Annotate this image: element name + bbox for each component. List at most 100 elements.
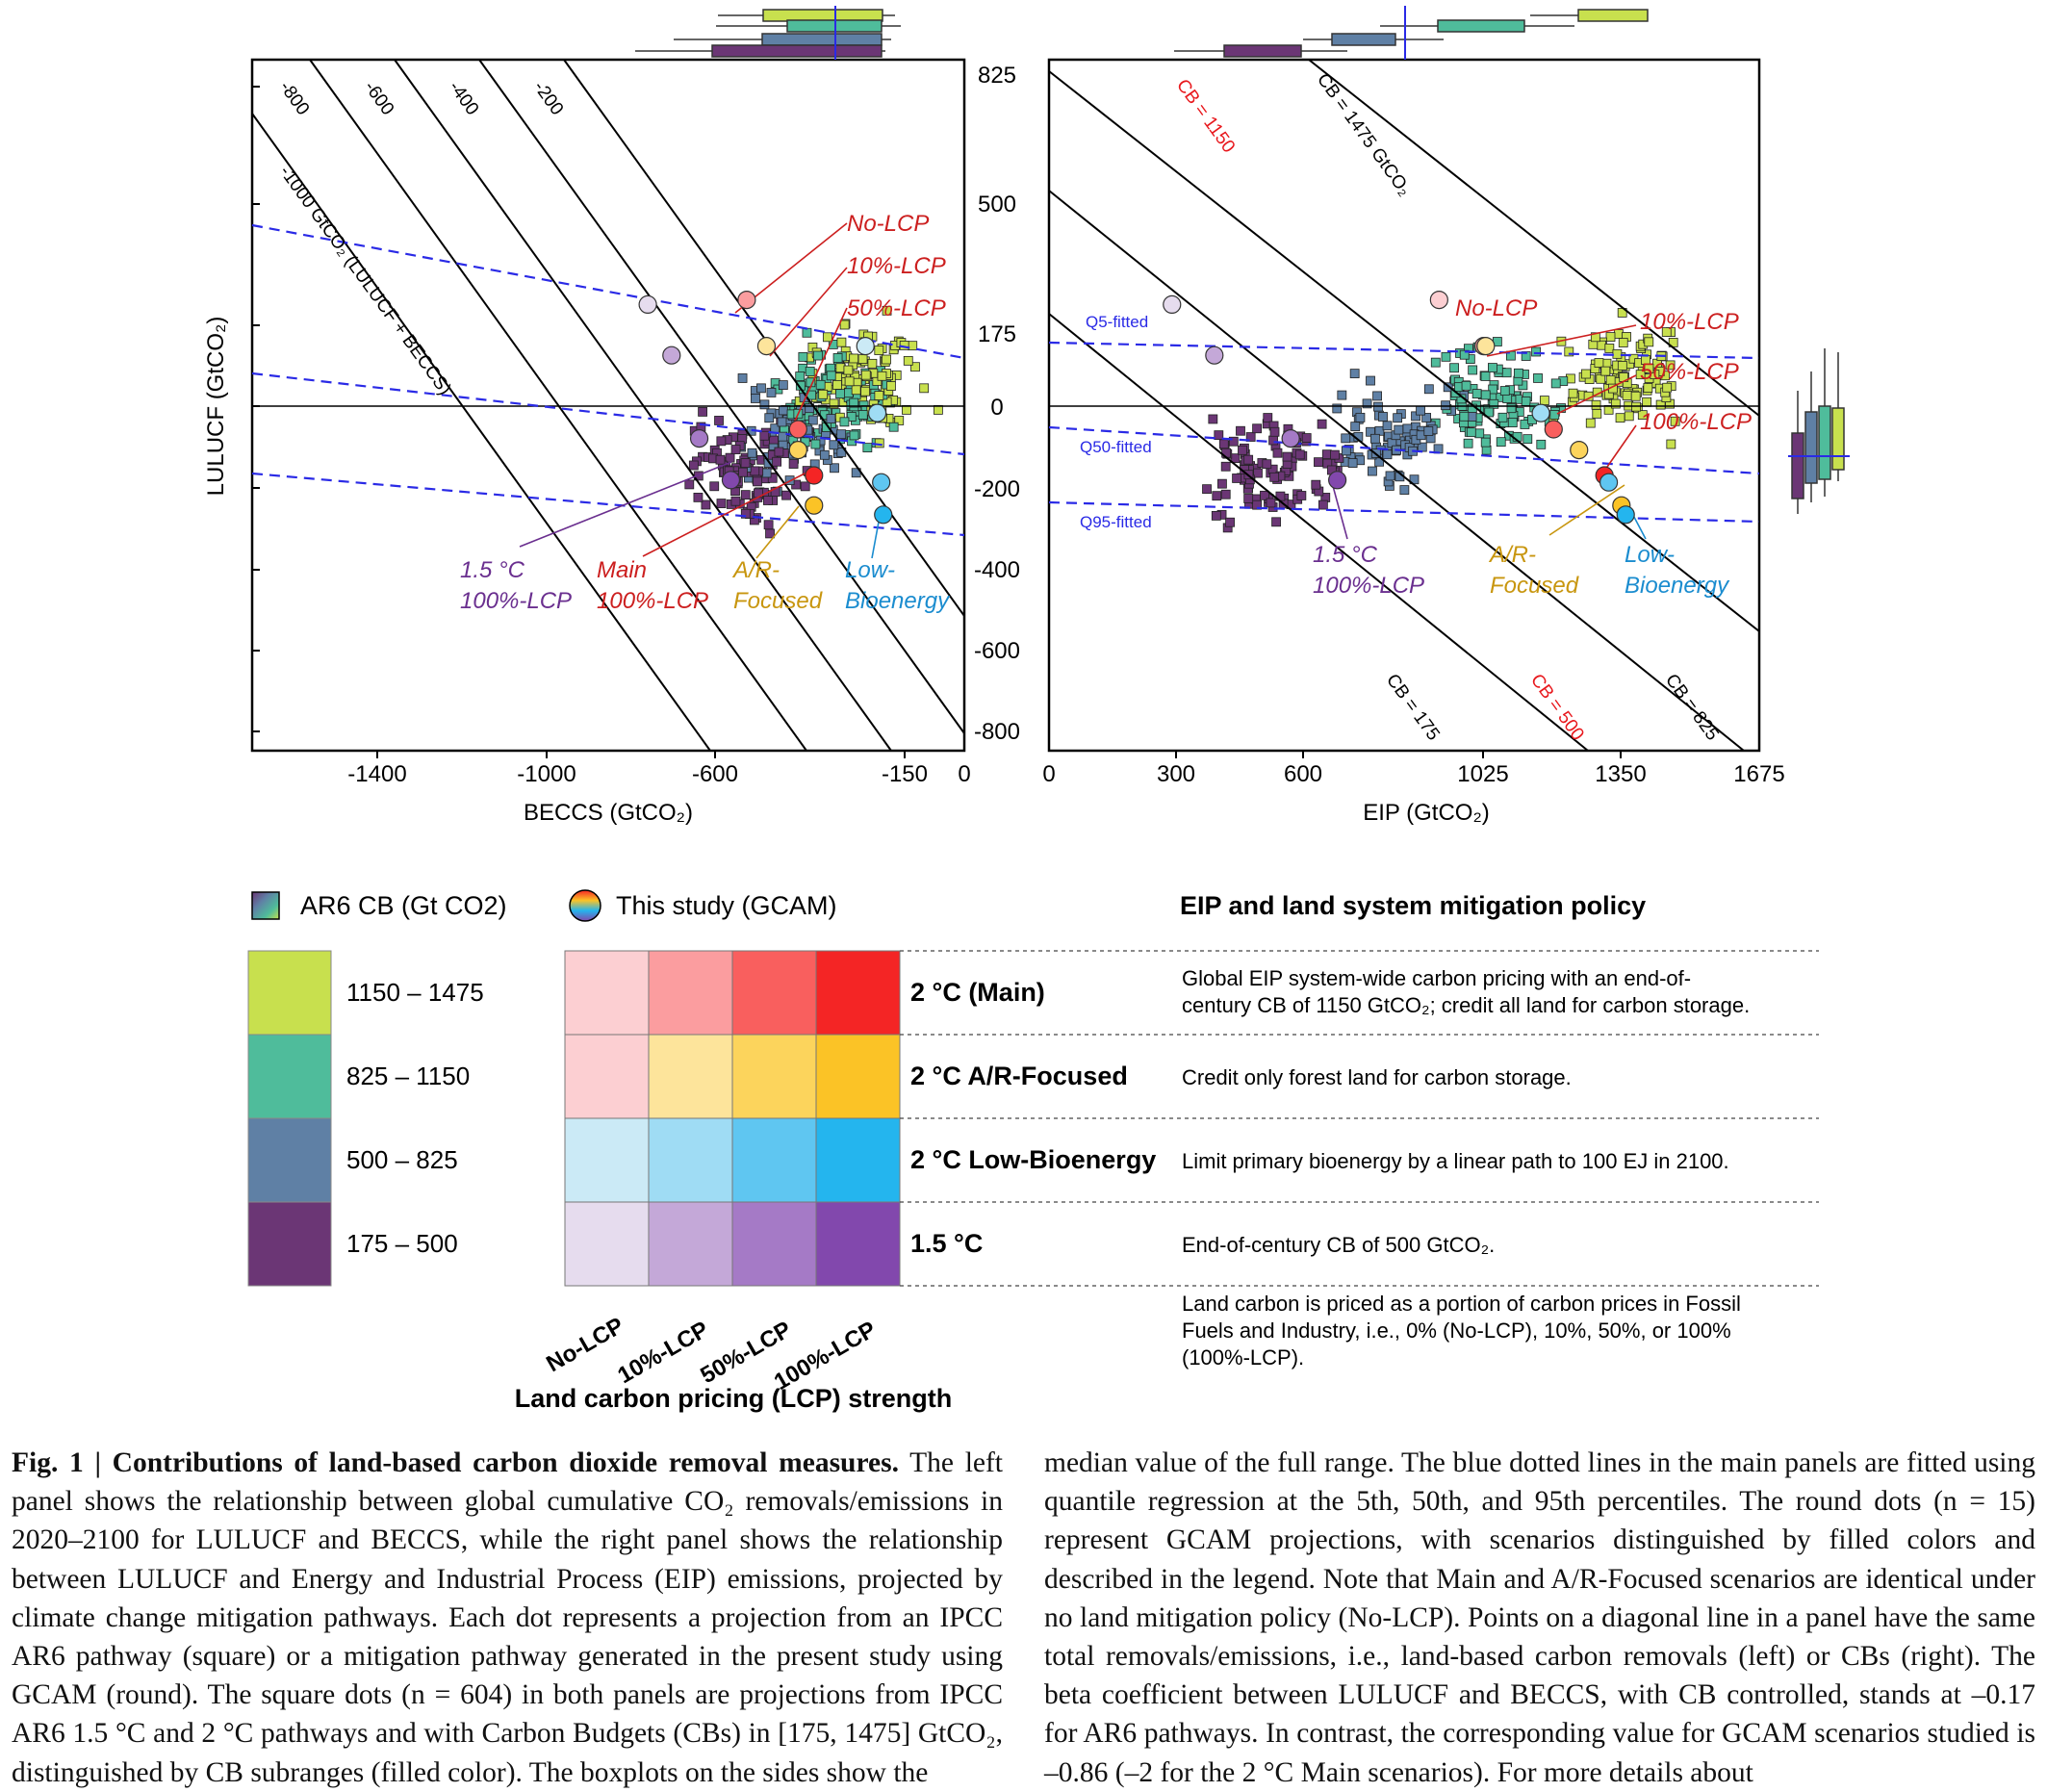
scenario-name: 2 °C (Main) — [910, 978, 1045, 1007]
svg-text:Low-: Low- — [845, 557, 895, 583]
ar6-point — [867, 358, 878, 369]
ar6-point — [1520, 420, 1530, 429]
ar6-point — [1605, 375, 1616, 385]
left-quantile-lines — [251, 223, 965, 537]
svg-text:-800: -800 — [275, 78, 313, 119]
lcp-axis-title: Land carbon pricing (LCP) strength — [515, 1384, 953, 1413]
ar6-point — [1459, 349, 1470, 360]
ar6-point — [730, 496, 741, 506]
ar6-point — [1521, 397, 1531, 406]
ar6-point — [1317, 419, 1327, 429]
ar6-point — [1643, 383, 1653, 393]
scenario-description: century CB of 1150 GtCO₂; credit all lan… — [1182, 993, 1750, 1017]
ar6-point — [802, 327, 812, 338]
ar6-point — [1272, 448, 1283, 458]
svg-text:-1400: -1400 — [347, 761, 406, 787]
ar6-point — [836, 429, 847, 440]
ar6-point — [772, 456, 782, 467]
ar6-point — [759, 399, 770, 410]
svg-text:Land carbon is priced as a por: Land carbon is priced as a portion of ca… — [1182, 1292, 1741, 1316]
right-plot-frame — [1047, 58, 1761, 753]
cb-swatch — [247, 950, 332, 1036]
gcam-point — [1328, 471, 1347, 490]
svg-text:Fuels and Industry, i.e., 0% (: Fuels and Industry, i.e., 0% (No-LCP), 1… — [1182, 1318, 1731, 1343]
ar6-point — [836, 337, 847, 347]
svg-text:1025: 1025 — [1457, 761, 1508, 787]
ar6-point — [1650, 370, 1660, 380]
svg-text:50%-LCP: 50%-LCP — [847, 295, 946, 321]
ar6-point — [849, 430, 859, 441]
ar6-point — [1311, 479, 1321, 490]
ar6-point — [767, 473, 778, 483]
ar6-point — [1612, 348, 1623, 359]
ar6-point — [822, 332, 832, 343]
y-axis-label: LULUCF (GtCO₂) — [203, 317, 229, 497]
ar6-point — [1463, 438, 1473, 448]
svg-text:-400: -400 — [974, 557, 1020, 583]
svg-text:A/R-: A/R- — [731, 557, 780, 583]
ar6-point — [761, 468, 772, 478]
ar6-point — [1642, 397, 1652, 407]
right-x-axis-label: EIP (GtCO₂) — [1363, 800, 1490, 826]
ar6-point — [753, 476, 762, 487]
ar6-point — [877, 371, 887, 381]
right-top-boxplots — [1174, 6, 1649, 60]
ar6-point — [1488, 384, 1498, 395]
ar6-point — [701, 499, 711, 510]
ar6-point — [1362, 398, 1372, 409]
ar6-point — [1461, 380, 1471, 391]
gcam-point — [1205, 346, 1224, 365]
svg-text:EIP and land system mitigation: EIP and land system mitigation policy — [1180, 891, 1646, 920]
ar6-point — [857, 354, 868, 365]
ar6-point — [1441, 400, 1451, 411]
ar6-point — [763, 496, 773, 505]
ar6-point — [1507, 418, 1518, 428]
lcp-note: Land carbon is priced as a portion of ca… — [1182, 1292, 1741, 1370]
ar6-point — [777, 417, 787, 427]
ar6-point — [765, 528, 775, 539]
ar6-point — [1441, 351, 1451, 362]
svg-text:10%-LCP: 10%-LCP — [613, 1317, 713, 1389]
ar6-point — [1630, 391, 1641, 401]
matrix-cell — [731, 1034, 817, 1119]
scenario-description: Credit only forest land for carbon stora… — [1182, 1065, 1572, 1089]
svg-text:-200: -200 — [529, 78, 567, 119]
ar6-point — [688, 460, 699, 471]
ar6-point — [805, 367, 815, 376]
ar6-point — [1506, 403, 1517, 414]
svg-text:175: 175 — [978, 321, 1016, 347]
gcam-point — [638, 294, 657, 314]
ar6-point — [716, 499, 727, 508]
svg-text:Low-: Low- — [1625, 542, 1675, 568]
right-quantile-labels: Q5-fitted Q50-fitted Q95-fitted — [1080, 313, 1152, 531]
svg-text:100%-LCP: 100%-LCP — [1313, 573, 1424, 599]
ar6-point — [933, 405, 943, 415]
ar6-point — [1212, 491, 1222, 501]
ar6-point — [1531, 346, 1541, 357]
ar6-point — [1423, 426, 1434, 436]
ar6-point — [778, 431, 788, 442]
left-x-axis-label: BECCS (GtCO₂) — [524, 800, 693, 826]
ar6-point — [1252, 423, 1262, 434]
svg-text:100%-LCP: 100%-LCP — [460, 588, 572, 614]
ar6-point — [1637, 410, 1648, 421]
gcam-dots — [638, 291, 1635, 525]
caption-lead: Fig. 1 | Contributions of land-based car… — [12, 1447, 899, 1478]
svg-text:This study (GCAM): This study (GCAM) — [616, 891, 837, 920]
matrix-cell — [815, 950, 901, 1036]
ar6-point — [1268, 435, 1278, 446]
right-cb-lines — [1048, 59, 1760, 752]
scenario-description: End-of-century CB of 500 GtCO₂. — [1182, 1233, 1495, 1257]
scenario-name: 2 °C A/R-Focused — [910, 1062, 1128, 1090]
svg-text:-200: -200 — [974, 476, 1020, 502]
ar6-point — [1318, 499, 1328, 510]
ar6-square-icon — [251, 891, 280, 920]
svg-text:Q5-fitted: Q5-fitted — [1086, 313, 1148, 331]
ar6-point — [1480, 437, 1491, 448]
ar6-point — [1459, 411, 1470, 422]
ar6-point — [795, 371, 806, 381]
ar6-point — [839, 417, 850, 427]
ar6-point — [1225, 517, 1235, 527]
caption-left-column: Fig. 1 | Contributions of land-based car… — [12, 1444, 1003, 1792]
ar6-point — [1590, 332, 1600, 343]
